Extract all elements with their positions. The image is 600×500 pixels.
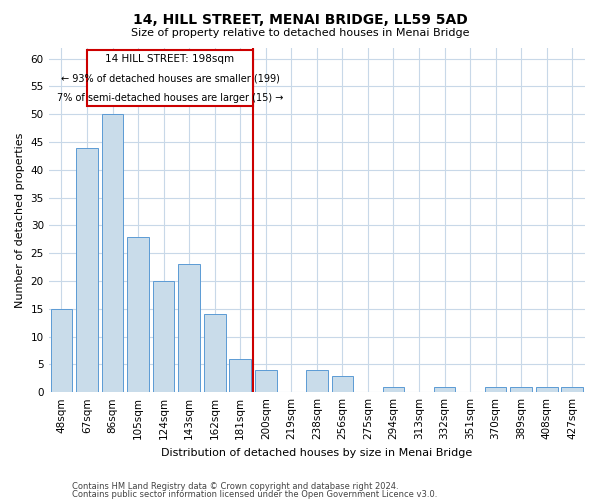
- Bar: [101, 114, 124, 392]
- Bar: [255, 370, 277, 392]
- Bar: [434, 386, 455, 392]
- Bar: [153, 281, 175, 392]
- Text: ← 93% of detached houses are smaller (199): ← 93% of detached houses are smaller (19…: [61, 73, 280, 83]
- Bar: [536, 386, 557, 392]
- Text: 14, HILL STREET, MENAI BRIDGE, LL59 5AD: 14, HILL STREET, MENAI BRIDGE, LL59 5AD: [133, 12, 467, 26]
- Bar: [229, 359, 251, 392]
- Text: Contains HM Land Registry data © Crown copyright and database right 2024.: Contains HM Land Registry data © Crown c…: [72, 482, 398, 491]
- Bar: [76, 148, 98, 392]
- X-axis label: Distribution of detached houses by size in Menai Bridge: Distribution of detached houses by size …: [161, 448, 472, 458]
- Bar: [383, 386, 404, 392]
- Bar: [178, 264, 200, 392]
- Bar: [562, 386, 583, 392]
- FancyBboxPatch shape: [87, 50, 253, 106]
- Bar: [332, 376, 353, 392]
- Bar: [510, 386, 532, 392]
- Text: 14 HILL STREET: 198sqm: 14 HILL STREET: 198sqm: [106, 54, 235, 64]
- Text: Size of property relative to detached houses in Menai Bridge: Size of property relative to detached ho…: [131, 28, 469, 38]
- Text: Contains public sector information licensed under the Open Government Licence v3: Contains public sector information licen…: [72, 490, 437, 499]
- Bar: [127, 236, 149, 392]
- Bar: [306, 370, 328, 392]
- Bar: [485, 386, 506, 392]
- Bar: [204, 314, 226, 392]
- Text: 7% of semi-detached houses are larger (15) →: 7% of semi-detached houses are larger (1…: [57, 92, 283, 102]
- Bar: [50, 309, 72, 392]
- Y-axis label: Number of detached properties: Number of detached properties: [15, 132, 25, 308]
